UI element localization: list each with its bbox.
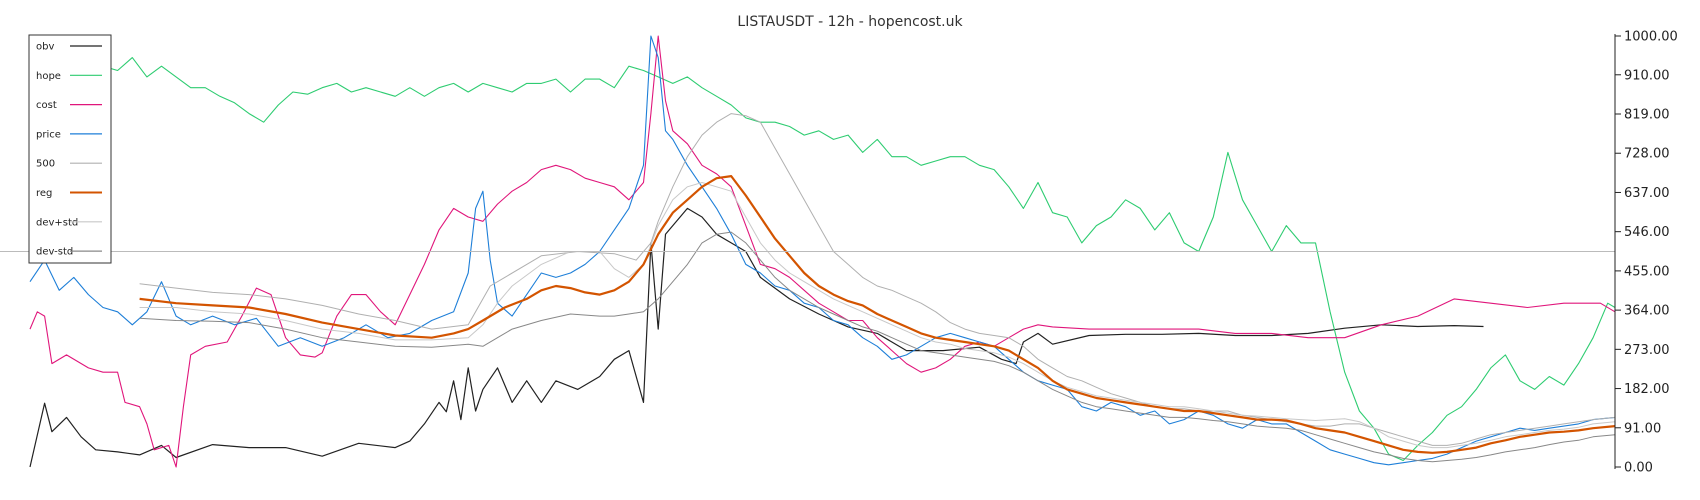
legend-label: hope [36, 71, 61, 82]
y-tick-label: 910.00 [1624, 68, 1670, 83]
legend-label: 500 [36, 159, 55, 170]
series-line-dev-std [139, 231, 1616, 463]
y-tick-label: 546.00 [1624, 225, 1670, 240]
legend-label: price [36, 129, 61, 140]
y-tick-label: 0.00 [1624, 461, 1653, 476]
y-axis-ticks: 0.00 91.00 182.00 273.00 364.00 455.00 546.00 6… [1615, 30, 1678, 476]
series-line-price [29, 35, 1616, 466]
series-line-reg [139, 175, 1616, 454]
legend-label: dev+std [36, 217, 78, 228]
legend-label: reg [36, 188, 52, 199]
y-tick-label: 91.00 [1624, 421, 1661, 436]
y-tick-label: 637.00 [1624, 186, 1670, 201]
y-tick-label: 364.00 [1624, 304, 1670, 319]
chart-title: LISTAUSDT - 12h - hopencost.uk [737, 14, 963, 30]
series-line-cost [29, 35, 1616, 468]
y-tick-label: 819.00 [1624, 108, 1670, 123]
y-tick-label: 728.00 [1624, 147, 1670, 162]
legend-label: dev-std [36, 247, 73, 258]
y-tick-label: 182.00 [1624, 382, 1670, 397]
legend-label: cost [36, 100, 57, 111]
legend-label: obv [36, 42, 54, 53]
series-line-hope [29, 52, 1616, 462]
y-tick-label: 1000.00 [1624, 30, 1678, 45]
legend-box [28, 34, 112, 264]
series-line-obv [29, 207, 1484, 468]
series-line-500 [139, 113, 1616, 446]
y-tick-label: 273.00 [1624, 343, 1670, 358]
y-tick-label: 455.00 [1624, 264, 1670, 279]
legend: obv hope cost price 500 reg dev+std dev-std [28, 34, 112, 264]
